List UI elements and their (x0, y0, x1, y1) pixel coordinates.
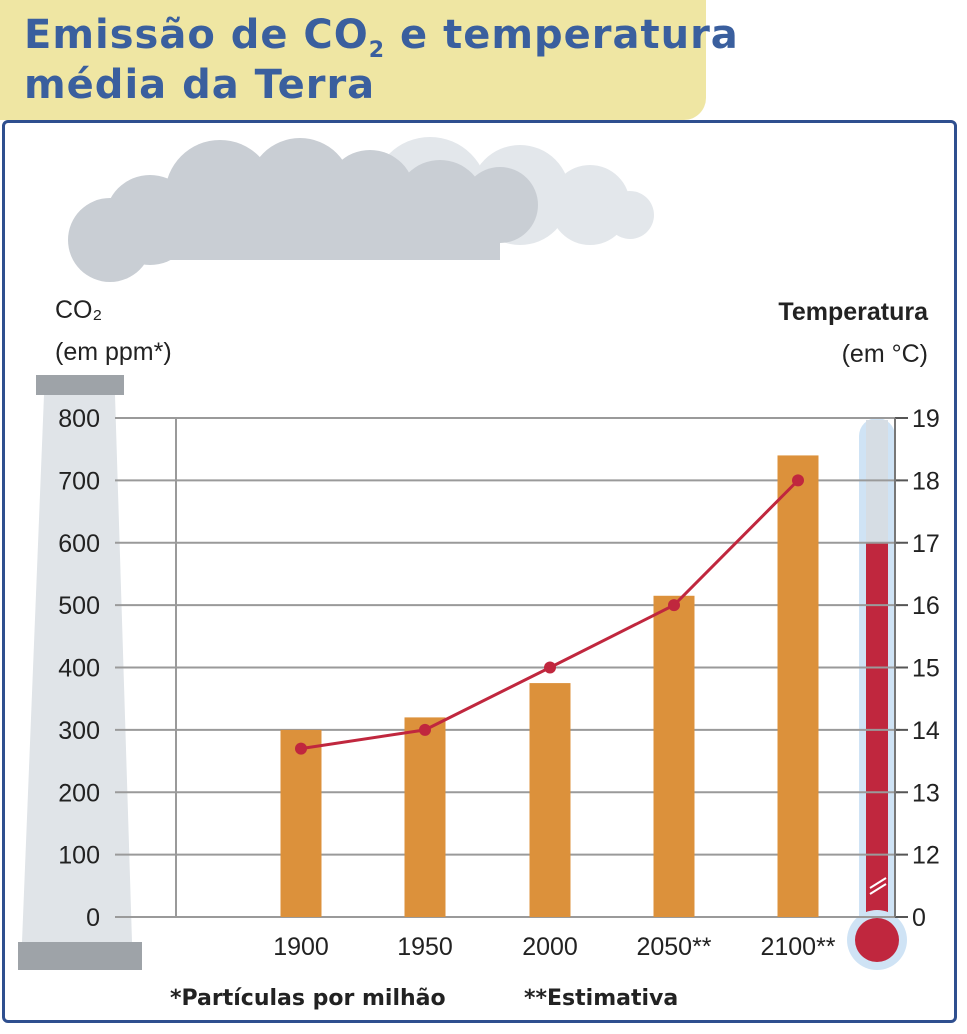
axis-labels: 800 700 600 500 400 300 200 100 0 19 18 17 16 15 14 13 1… (58, 405, 940, 961)
line-point (792, 474, 804, 487)
y-right-tick-label: 13 (912, 779, 940, 807)
y-left-tick-label: 400 (58, 655, 100, 683)
chart-title-line-1: Emissão de CO2 e temperatura (24, 12, 739, 63)
y-left-tick-label: 700 (58, 467, 100, 495)
bar (529, 683, 571, 917)
right-axis-title: Temperatura (778, 298, 929, 326)
x-tick-label: 2100** (760, 933, 835, 961)
chart-title-line-2: média da Terra (24, 62, 376, 108)
x-tick-label: 1950 (397, 933, 453, 961)
line-point (419, 723, 431, 736)
y-right-tick-label: 16 (912, 592, 940, 620)
smokestack-icon (18, 375, 142, 970)
left-axis-unit: (em ppm*) (55, 338, 172, 366)
x-tick-label: 2000 (522, 933, 578, 961)
gridlines (115, 417, 900, 918)
y-right-tick-label: 12 (912, 842, 940, 870)
y-left-tick-label: 0 (86, 904, 100, 932)
axes (175, 417, 908, 918)
bar (280, 729, 322, 917)
line-point (295, 742, 307, 755)
title-suffix: e temperatura (385, 12, 739, 58)
x-tick-label: 1900 (273, 933, 329, 961)
y-left-tick-label: 800 (58, 405, 100, 433)
y-right-tick-label: 17 (912, 530, 940, 558)
y-right-tick-label: 18 (912, 467, 940, 495)
title-subscript: 2 (368, 38, 386, 63)
thermometer-icon (847, 418, 907, 970)
y-left-tick-label: 600 (58, 530, 100, 558)
y-right-tick-label: 15 (912, 655, 940, 683)
y-left-tick-label: 100 (58, 842, 100, 870)
y-right-tick-label: 0 (912, 904, 926, 932)
right-axis-unit: (em °C) (842, 340, 928, 368)
chart-frame (2, 120, 957, 1023)
footnote-ppm: *Partículas por milhão (170, 986, 446, 1011)
x-tick-label: 2050** (636, 933, 711, 961)
line-point (544, 661, 556, 674)
y-right-tick-label: 14 (912, 717, 940, 745)
line-point (668, 599, 680, 612)
bar (653, 595, 695, 917)
bar (404, 717, 446, 917)
bars (280, 455, 819, 917)
y-left-tick-label: 500 (58, 592, 100, 620)
bar (777, 455, 819, 917)
title-prefix: Emissão de CO (24, 12, 369, 58)
left-axis-title: CO₂ (55, 296, 102, 324)
title-banner: Emissão de CO2 e temperatura média da Te… (0, 0, 738, 120)
y-right-tick-label: 19 (912, 405, 940, 433)
y-left-tick-label: 300 (58, 717, 100, 745)
y-left-tick-label: 200 (58, 779, 100, 807)
smoke-cloud-icon (68, 137, 654, 282)
temperature-line (295, 474, 804, 755)
footnote-estimate: **Estimativa (524, 986, 678, 1011)
